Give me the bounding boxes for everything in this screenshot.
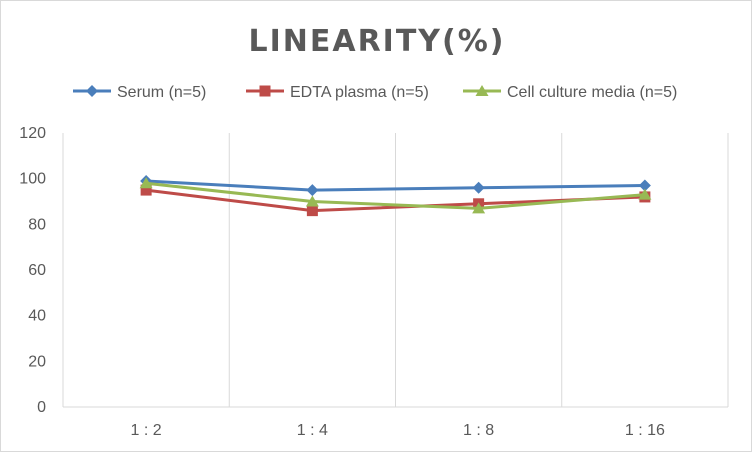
legend-item: Serum (n=5) [73,84,206,101]
y-tick-label: 120 [19,125,46,142]
legend-marker [475,85,489,96]
data-point [139,177,153,189]
legend-item: Cell culture media (n=5) [463,84,677,101]
y-tick-label: 80 [28,216,46,233]
legend: Serum (n=5) EDTA plasma (n=5) Cell culture… [73,84,677,101]
axes: 0 20 40 60 80 100 120 1 : 2 1 : 4 1 : 8 1 : 16 [19,125,728,439]
x-tick-label: 1 : 16 [625,422,665,439]
data-point [472,181,485,194]
x-tick-label: 1 : 4 [297,422,328,439]
y-tick-label: 40 [28,308,46,325]
y-tick-label: 20 [28,353,46,370]
x-tick-label: 1 : 2 [131,422,162,439]
series-line [146,179,645,192]
series-line [145,181,645,210]
series-3 [139,177,652,214]
legend-label: Serum (n=5) [117,84,206,101]
data-point [472,202,486,214]
x-tick-label: 1 : 8 [463,422,494,439]
chart-title: LINEARITY(%) [248,24,505,59]
y-tick-label: 100 [19,171,46,188]
grid-lines [62,133,729,407]
data-point [638,179,651,192]
legend-marker [259,85,271,97]
legend-label: Cell culture media (n=5) [507,84,677,101]
y-tick-label: 60 [28,262,46,279]
legend-marker [86,85,98,97]
y-tick-label: 0 [37,399,46,416]
legend-label: EDTA plasma (n=5) [290,84,429,101]
data-point [638,188,652,200]
data-point [306,184,319,197]
data-point [306,205,318,217]
data-point [140,184,152,196]
series-lines [139,174,652,217]
data-point [305,195,319,207]
legend-item: EDTA plasma (n=5) [246,84,429,101]
